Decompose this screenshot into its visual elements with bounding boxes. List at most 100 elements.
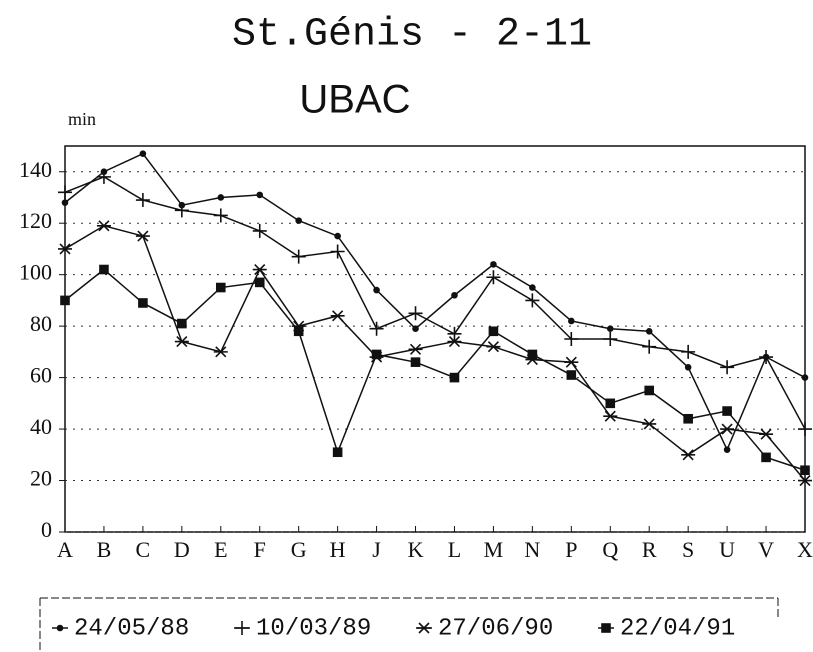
x-tick-label: S (682, 537, 694, 562)
marker-plus (213, 208, 228, 223)
chart-subtitle: UBAC (299, 78, 410, 122)
x-tick-label: A (57, 537, 73, 562)
marker-dot (373, 286, 380, 294)
marker-star (58, 243, 72, 255)
marker-plus (291, 249, 306, 264)
marker-square (177, 318, 187, 329)
marker-square (60, 295, 70, 306)
marker-star (213, 346, 228, 358)
marker-star (486, 341, 501, 353)
marker-dot (217, 194, 225, 201)
series-line (64, 152, 806, 452)
legend-frame (39, 597, 779, 650)
y-tick-label: 120 (19, 208, 52, 233)
marker-plus (798, 422, 812, 437)
marker-plus (720, 360, 735, 375)
marker-square (644, 385, 655, 396)
x-tick-label: F (254, 537, 266, 562)
marker-dot (139, 150, 147, 158)
marker-plus (486, 270, 501, 285)
marker-star (720, 423, 735, 435)
marker-square (761, 452, 771, 463)
marker-dot (61, 199, 69, 206)
legend-marker (417, 622, 431, 634)
marker-dot (256, 191, 264, 199)
marker-plus (447, 326, 462, 341)
marker-square (293, 326, 304, 337)
x-tick-label: X (797, 537, 813, 562)
marker-dot (568, 317, 575, 325)
x-tick-label: J (372, 537, 381, 562)
marker-star (408, 343, 423, 355)
y-tick-label: 20 (30, 466, 52, 491)
x-tick-label: H (330, 537, 346, 562)
marker-plus (603, 332, 618, 346)
y-tick-label: 140 (19, 157, 52, 182)
marker-plus (330, 244, 345, 259)
marker-star (135, 230, 150, 242)
marker-star (330, 310, 345, 322)
y-tick-label: 80 (30, 311, 52, 336)
marker-dot (606, 325, 614, 333)
marker-star (174, 336, 189, 348)
legend-marker (56, 624, 64, 632)
x-tick-label: K (408, 537, 424, 562)
x-tick-label: D (174, 537, 190, 562)
marker-square (449, 372, 460, 383)
marker-square (566, 370, 577, 380)
marker-dot (645, 327, 653, 335)
x-tick-label: V (758, 537, 774, 562)
marker-square (332, 447, 343, 458)
series-line (64, 268, 806, 471)
x-tick-label: C (136, 537, 151, 562)
marker-square (410, 357, 421, 367)
series-line (64, 176, 806, 430)
marker-dot (529, 284, 536, 291)
marker-plus (759, 350, 774, 365)
marker-star (798, 474, 812, 487)
x-tick-label: Q (602, 537, 618, 562)
series-line (64, 224, 806, 482)
marker-plus (96, 169, 111, 184)
marker-plus (564, 332, 579, 346)
chart-title: St.Génis - 2-11 (232, 13, 592, 58)
marker-square (800, 465, 810, 476)
x-tick-label: B (97, 537, 112, 562)
legend-marker (601, 623, 611, 633)
legend-label: 24/05/88 (74, 615, 189, 642)
marker-square (254, 277, 265, 288)
x-tick-label: E (214, 537, 227, 562)
y-tick-label: 60 (30, 363, 52, 388)
x-tick-label: G (291, 537, 307, 562)
marker-square (527, 349, 538, 360)
marker-dot (801, 374, 809, 381)
x-tick-label: P (565, 537, 577, 562)
marker-star (759, 428, 774, 440)
marker-plus (174, 203, 189, 218)
x-tick-label: M (484, 537, 504, 562)
marker-star (564, 356, 579, 368)
marker-dot (334, 232, 341, 240)
marker-square (371, 349, 382, 360)
marker-star (642, 418, 657, 430)
marker-dot (490, 261, 497, 268)
marker-star (447, 336, 462, 348)
marker-star (681, 449, 696, 461)
marker-dot (451, 291, 458, 299)
y-axis-label: min (68, 109, 96, 129)
legend-label: 10/03/89 (256, 615, 371, 642)
marker-square (99, 264, 109, 275)
plot-frame (64, 145, 806, 533)
legend-label: 22/04/91 (620, 615, 735, 642)
x-tick-label: R (642, 537, 657, 562)
x-tick-label: U (719, 537, 735, 562)
marker-square (488, 326, 499, 337)
marker-dot (723, 446, 731, 453)
marker-plus (408, 306, 423, 321)
marker-star (603, 410, 618, 422)
legend-label: 27/06/90 (438, 615, 553, 642)
marker-plus (681, 344, 696, 359)
marker-plus (525, 293, 540, 308)
marker-plus (58, 185, 72, 200)
